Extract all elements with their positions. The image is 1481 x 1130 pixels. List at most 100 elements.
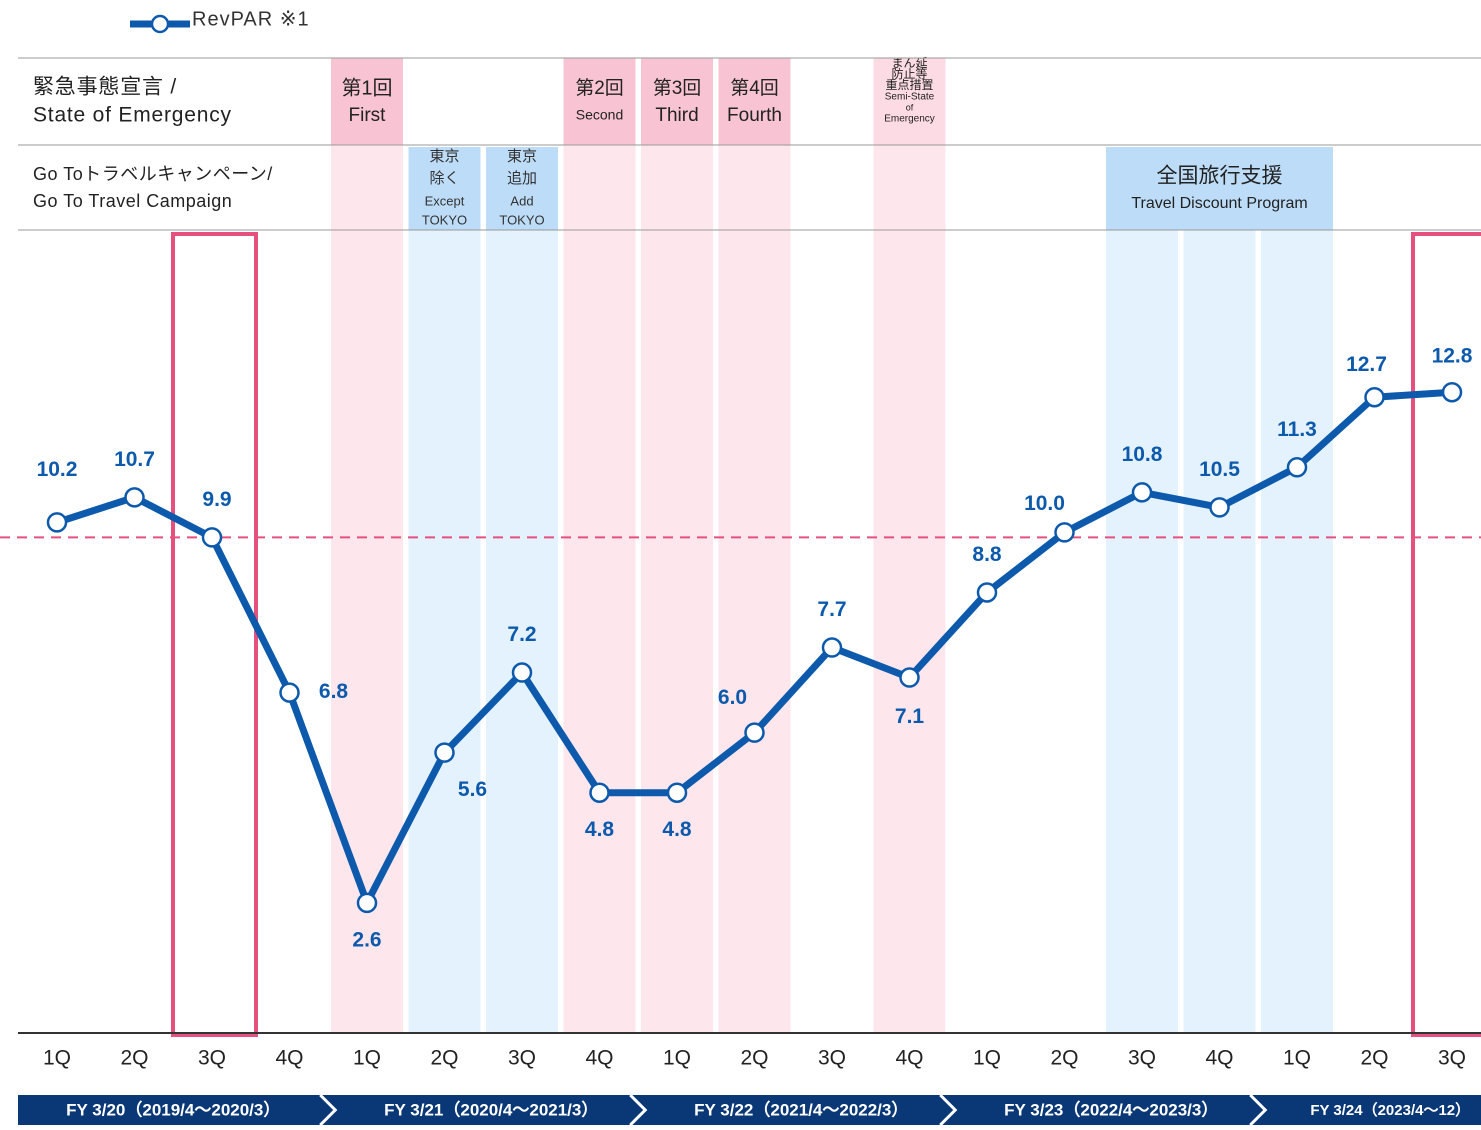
emergency-label: Semi-State [885,92,935,103]
row-label: State of Emergency [33,104,232,127]
fiscal-year-label: FY 3/20（2019/4～2020/3） [66,1099,280,1119]
data-point [666,782,688,803]
emergency-label: 第1回 [341,76,392,99]
goto-label: 全国旅行支援 [1157,165,1283,188]
emergency-band [331,145,403,1033]
data-point [511,662,533,683]
data-label: 10.2 [37,458,78,481]
goto-label: Add [510,193,533,208]
legend-label: RevPAR ※1 [192,8,310,30]
data-label: 10.5 [1199,458,1240,481]
goto-label: TOKYO [499,212,544,227]
row-label: Go To Travel Campaign [33,191,232,211]
data-label: 4.8 [585,818,615,841]
x-tick-label: 1Q [973,1047,1001,1070]
goto-label: TOKYO [422,212,467,227]
x-tick-label: 4Q [895,1047,923,1070]
fiscal-bar [18,1095,1481,1125]
goto-band [1106,230,1178,1033]
data-label: 11.3 [1277,418,1317,441]
x-tick-label: 4Q [1205,1047,1233,1070]
goto-header [1106,147,1333,230]
data-point [821,637,843,658]
emergency-band [563,145,636,1033]
x-tick-label: 3Q [818,1047,846,1070]
goto-label: 東京 [429,148,459,165]
x-tick-label: 1Q [1283,1047,1311,1070]
emergency-label: Third [655,105,698,126]
emergency-label: First [349,105,387,126]
emergency-band [718,145,791,1033]
emergency-band [641,145,713,1033]
fiscal-chevron [1249,1093,1268,1127]
data-label: 8.8 [972,543,1002,566]
data-point [46,512,68,533]
goto-label: 除く [429,170,459,187]
emergency-header [718,58,791,145]
data-label: 9.9 [202,488,231,511]
highlight-box [171,232,258,1037]
x-tick-label: 4Q [585,1047,613,1070]
emergency-label: 重点措置 [885,78,933,92]
data-label: 7.7 [817,598,846,621]
emergency-label: of [906,102,914,112]
goto-band [1183,230,1256,1033]
data-point [434,742,455,763]
fiscal-year-label: FY 3/21（2020/4～2021/3） [384,1099,598,1119]
highlight-box [1411,232,1481,1037]
data-point [124,487,145,508]
row-label: 緊急事態宣言 / [33,76,177,99]
x-tick-label: 1Q [353,1047,381,1070]
data-label: 10.0 [1024,492,1065,515]
fiscal-chevron [939,1093,958,1127]
data-point [1286,457,1308,478]
emergency-label: 第2回 [575,77,624,99]
x-tick-label: 2Q [1050,1047,1078,1070]
data-point [589,782,610,803]
data-label: 12.8 [1432,345,1473,368]
row-label: Go Toトラベルキャンペーン/ [33,164,273,184]
goto-label: 追加 [507,170,537,187]
fiscal-year-label: FY 3/22（2021/4～2022/3） [694,1099,908,1119]
data-label: 6.0 [718,686,747,709]
data-point [279,682,300,703]
goto-header [408,147,481,230]
x-tick-label: 2Q [120,1047,148,1070]
data-point [1209,497,1230,518]
x-tick-label: 2Q [1360,1047,1388,1070]
data-point [356,892,378,914]
x-tick-label: 3Q [1128,1047,1156,1070]
data-point [201,527,223,548]
x-tick-label: 3Q [508,1047,536,1070]
emergency-header [563,58,636,145]
x-tick-label: 4Q [275,1047,303,1070]
data-label: 12.7 [1346,353,1387,376]
emergency-label: 第3回 [653,77,702,99]
emergency-label: Second [576,107,623,123]
legend-marker [150,14,170,34]
data-label: 5.6 [458,778,487,801]
data-label: 4.8 [662,818,692,841]
data-point [1441,381,1463,403]
data-label: 6.8 [319,680,349,703]
emergency-band [873,145,946,1033]
data-label: 7.1 [895,705,925,728]
fiscal-chevron [629,1093,648,1127]
data-label: 10.8 [1122,443,1163,466]
emergency-header [873,58,946,145]
goto-band [486,230,558,1033]
x-tick-label: 3Q [198,1047,226,1070]
goto-label: Travel Discount Program [1131,195,1307,212]
data-point [976,582,998,603]
data-point [1054,522,1075,543]
emergency-header [331,58,403,145]
data-label: 10.7 [114,448,155,471]
data-point [744,722,765,743]
emergency-header [641,58,713,145]
fiscal-year-label: FY 3/23（2022/4～2023/3） [1004,1099,1218,1119]
goto-label: 東京 [507,148,537,165]
data-point [899,667,920,688]
data-label: 2.6 [352,928,381,951]
x-tick-label: 2Q [430,1047,458,1070]
